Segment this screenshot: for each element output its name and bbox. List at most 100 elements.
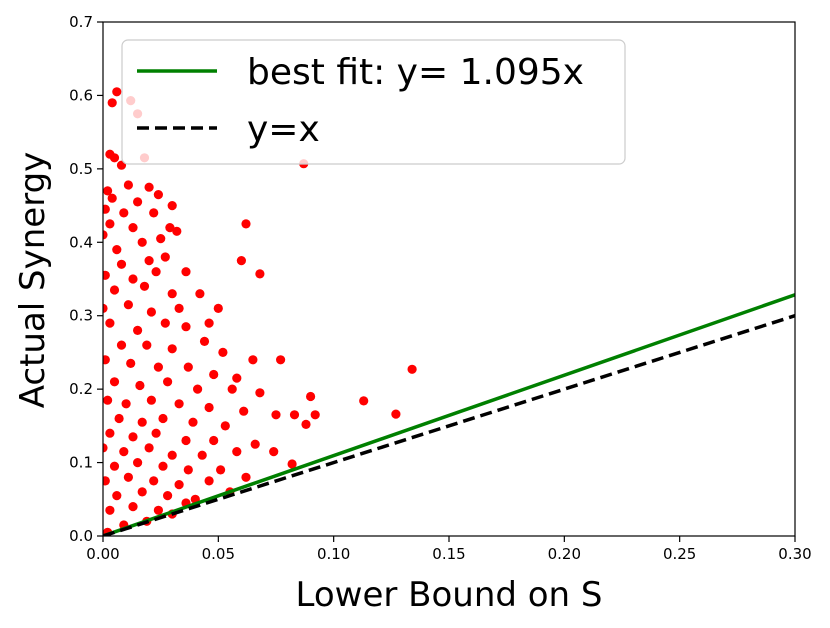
data-point-112: [241, 472, 251, 482]
y-tick-label: 0.2: [69, 380, 93, 398]
data-point-110: [174, 480, 184, 490]
data-point-61: [209, 369, 219, 380]
data-point-80: [137, 417, 147, 427]
data-point-39: [195, 289, 205, 299]
data-point-101: [109, 461, 120, 471]
data-point-20: [165, 223, 175, 233]
legend-label-best-fit: best fit: y= 1.095x: [247, 52, 584, 93]
best-fit-line: [103, 293, 795, 536]
data-point-77: [271, 410, 281, 420]
data-point-88: [128, 432, 138, 442]
data-point-71: [103, 395, 113, 405]
data-point-74: [174, 399, 184, 409]
data-point-99: [232, 447, 242, 457]
data-point-16: [167, 201, 177, 211]
data-point-29: [160, 252, 170, 262]
data-point-60: [183, 362, 193, 372]
axis-ticks: 0.00 0.05 0.10 0.15 0.20 0.25 0.30 0.0 0.1 0.2 0.3…: [69, 13, 812, 563]
data-point-103: [158, 461, 168, 471]
data-point-42: [146, 307, 156, 317]
data-point-50: [116, 340, 127, 350]
data-point-48: [181, 322, 191, 332]
x-tick-label: 0.20: [548, 545, 581, 563]
data-point-57: [103, 355, 110, 365]
data-point-33: [151, 267, 161, 277]
data-point-18: [105, 219, 115, 229]
data-point-53: [199, 336, 210, 346]
data-point-59: [153, 362, 163, 372]
data-point-15: [149, 208, 159, 218]
data-point-105: [216, 465, 226, 475]
data-point-51: [142, 340, 152, 350]
data-point-65: [135, 380, 145, 391]
data-point-31: [103, 270, 110, 280]
data-point-70: [306, 391, 316, 402]
data-point-22: [112, 245, 122, 255]
data-point-67: [193, 384, 203, 394]
data-point-119: [128, 502, 138, 512]
identity-line: [103, 314, 795, 536]
data-point-91: [209, 435, 219, 446]
y-tick-label: 0.1: [69, 454, 93, 472]
data-point-19: [128, 223, 138, 233]
data-point-1: [107, 98, 117, 108]
data-point-21: [103, 230, 108, 240]
data-point-93: [301, 419, 311, 429]
legend: best fit: y= 1.095x y=x: [121, 39, 626, 165]
data-point-78: [359, 396, 369, 406]
data-point-95: [119, 447, 129, 457]
data-point-62: [232, 373, 242, 383]
data-point-72: [121, 399, 131, 409]
data-point-17: [133, 197, 143, 207]
fit-lines-layer: [103, 293, 795, 536]
data-point-85: [310, 410, 320, 420]
data-point-0: [112, 87, 122, 97]
data-point-115: [163, 491, 173, 501]
y-tick-label: 0.3: [69, 307, 93, 325]
data-point-44: [213, 303, 223, 313]
data-point-120: [153, 505, 163, 515]
data-point-73: [146, 395, 156, 405]
data-point-100: [269, 447, 279, 457]
data-point-32: [128, 274, 138, 284]
data-point-69: [255, 388, 265, 398]
data-point-107: [103, 476, 110, 486]
data-point-63: [407, 364, 417, 374]
y-tick-label: 0.7: [69, 13, 93, 31]
data-point-13: [103, 204, 110, 214]
data-point-34: [181, 267, 191, 277]
y-tick-label: 0.6: [69, 86, 93, 104]
data-point-30: [236, 256, 246, 266]
data-point-64: [109, 377, 120, 387]
x-tick-label: 0.00: [86, 545, 119, 563]
data-point-10: [144, 182, 154, 192]
y-tick-label: 0.5: [69, 160, 93, 178]
data-point-14: [119, 208, 129, 218]
data-point-118: [105, 505, 115, 515]
data-point-24: [156, 234, 166, 244]
data-point-92: [250, 439, 260, 449]
data-point-52: [167, 344, 177, 354]
data-point-47: [160, 318, 170, 328]
data-point-41: [123, 300, 133, 310]
data-point-55: [248, 355, 258, 365]
data-point-104: [183, 465, 193, 475]
data-point-5: [109, 153, 120, 163]
data-point-46: [133, 325, 143, 335]
data-point-49: [204, 318, 214, 328]
x-axis-label: Lower Bound on S: [295, 575, 602, 615]
data-point-108: [123, 472, 133, 482]
data-point-37: [139, 281, 150, 291]
data-point-35: [255, 269, 265, 279]
data-point-68: [227, 384, 237, 394]
data-point-98: [197, 450, 207, 460]
y-axis-label: Actual Synergy: [13, 152, 53, 409]
data-point-25: [172, 226, 182, 236]
data-point-96: [144, 443, 154, 453]
data-point-26: [241, 219, 251, 229]
data-point-27: [116, 259, 127, 269]
data-point-97: [167, 450, 177, 460]
data-point-109: [149, 476, 159, 486]
data-point-45: [105, 318, 115, 328]
y-tick-label: 0.4: [69, 233, 93, 251]
